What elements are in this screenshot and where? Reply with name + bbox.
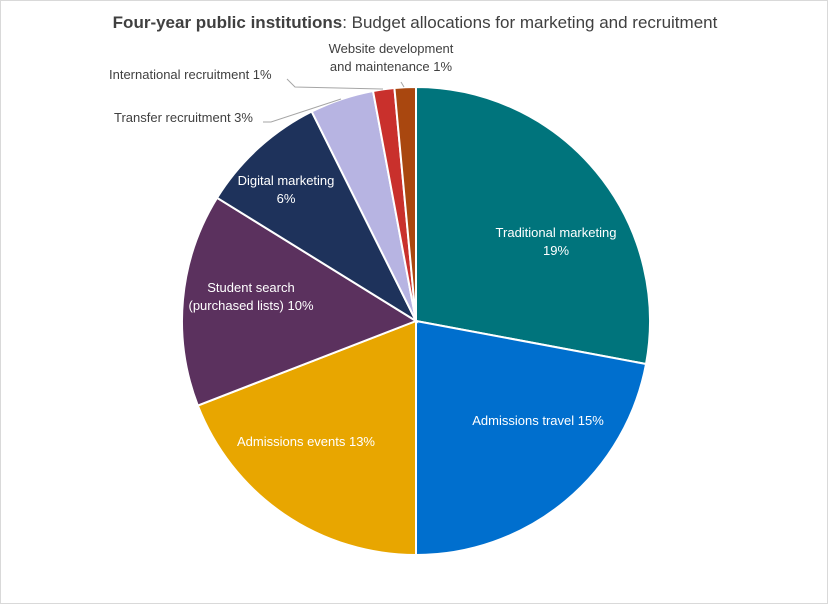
pie-slice-admissions-travel-15 <box>415 319 648 557</box>
data-label-traditional-marketing: Traditional marketing 19% <box>496 225 617 258</box>
pie-slice-traditional-marketing <box>415 85 651 366</box>
leader-line-transfer-recruitment-3 <box>263 98 342 123</box>
pie-slice-website-development <box>393 85 417 322</box>
chart-title-rest: : Budget allocations for marketing and r… <box>342 13 718 32</box>
chart-title-bold: Four-year public institutions <box>112 13 343 32</box>
leader-line-international-recruitment-1 <box>286 78 384 90</box>
data-label-digital-marketing: Digital marketing 6% <box>238 173 335 206</box>
data-label-international-recruitment-1: International recruitment 1% <box>109 67 272 82</box>
data-label-admissions-events-13: Admissions events 13% <box>237 434 375 449</box>
pie-slice-student-search <box>181 196 419 407</box>
leader-line-website-development <box>400 81 405 88</box>
chart-title: Four-year public institutions: Budget al… <box>1 13 828 33</box>
pie-slice-admissions-events-13 <box>196 319 417 557</box>
pie-slice-digital-marketing <box>215 110 419 324</box>
data-label-student-search: Student search (purchased lists) 10% <box>189 280 314 313</box>
data-label-admissions-travel-15: Admissions travel 15% <box>472 413 604 428</box>
data-label-website-development: Website development and maintenance 1% <box>329 41 454 74</box>
data-label-transfer-recruitment-3: Transfer recruitment 3% <box>114 110 253 125</box>
